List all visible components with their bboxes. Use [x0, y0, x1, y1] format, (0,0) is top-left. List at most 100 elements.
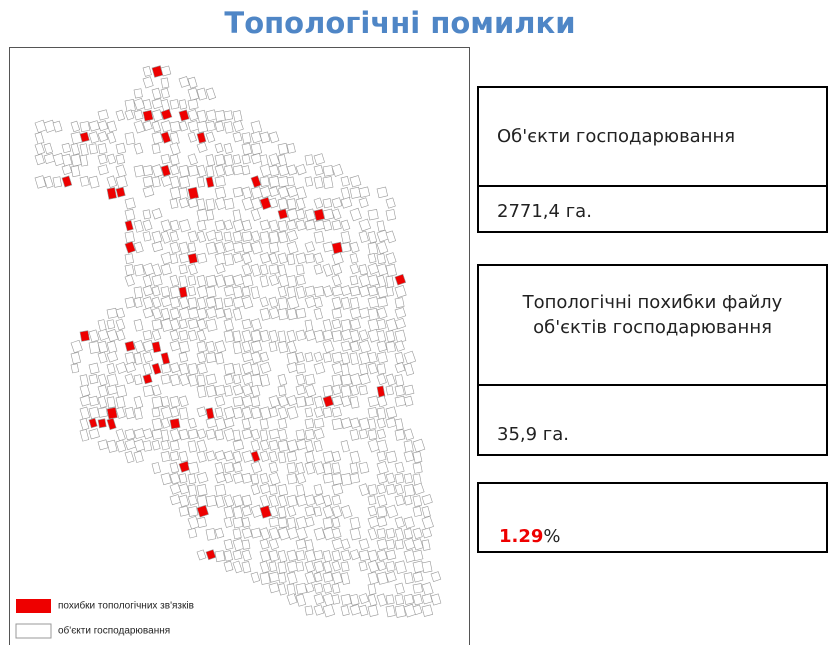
parcel: [125, 132, 135, 144]
parcel: [350, 330, 360, 342]
parcel: [404, 594, 414, 604]
parcel: [395, 307, 406, 318]
parcel: [242, 297, 253, 309]
parcel: [368, 363, 378, 374]
parcel: [134, 242, 143, 253]
parcel: [89, 330, 99, 342]
parcel: [278, 452, 286, 463]
parcel: [215, 165, 225, 177]
parcel: [278, 164, 289, 176]
parcel: [188, 506, 198, 516]
parcel: [314, 154, 325, 165]
parcel: [242, 166, 250, 175]
parcel: [188, 528, 197, 538]
parcel: [413, 572, 423, 582]
parcel: [359, 462, 369, 473]
parcel: [323, 550, 332, 562]
parcel: [143, 275, 152, 287]
parcel: [377, 221, 385, 232]
parcel: [332, 308, 342, 318]
parcel: [233, 165, 243, 175]
parcel: [386, 264, 397, 276]
parcel: [44, 153, 55, 163]
parcel: [395, 595, 404, 605]
error-parcel: [89, 418, 97, 428]
error-parcel: [80, 331, 90, 342]
parcel: [314, 308, 323, 319]
parcel: [215, 263, 225, 273]
parcel: [341, 562, 349, 572]
parcel: [350, 253, 358, 263]
parcel: [98, 374, 107, 386]
parcel: [116, 396, 125, 408]
parcel: [368, 253, 376, 263]
parcel: [305, 408, 313, 417]
parcel: [305, 606, 313, 615]
parcel: [215, 176, 225, 186]
parcel: [368, 430, 377, 440]
parcel: [332, 561, 341, 571]
parcel: [323, 583, 332, 593]
parcel: [251, 461, 262, 473]
parcel: [296, 550, 305, 560]
legend-swatch-errors: [16, 599, 51, 613]
parcel: [377, 374, 386, 385]
parcel: [161, 418, 170, 428]
parcel: [242, 495, 252, 506]
parcel: [269, 583, 279, 593]
parcel: [215, 143, 223, 153]
parcel: [242, 187, 252, 199]
error-parcel: [143, 374, 152, 384]
parcel: [242, 264, 252, 276]
parcel: [242, 231, 252, 241]
parcel: [242, 155, 250, 164]
parcel: [350, 385, 359, 395]
parcel: [287, 296, 299, 309]
parcel: [125, 374, 134, 384]
parcel: [170, 99, 179, 109]
parcel: [242, 540, 250, 550]
parcel: [170, 330, 179, 340]
parcel: [62, 165, 72, 175]
error-parcel: [260, 197, 271, 209]
parcel: [107, 132, 116, 143]
parcel: [296, 187, 306, 200]
parcel: [314, 198, 323, 208]
panel: Об'єкти господарювання 2771,4 га.: [477, 86, 828, 233]
parcel: [368, 209, 378, 220]
parcel: [215, 154, 225, 165]
error-parcel: [188, 253, 198, 263]
parcel: [188, 298, 197, 309]
parcel: [224, 330, 234, 342]
panel-label: Топологічні похибки файлу об'єктів госпо…: [479, 266, 826, 384]
parcel: [197, 220, 206, 231]
parcel: [89, 121, 100, 132]
parcel: [314, 418, 324, 428]
parcel: [233, 155, 241, 164]
parcel: [269, 307, 280, 318]
parcel: [269, 395, 280, 407]
parcel: [386, 528, 395, 538]
parcel: [413, 506, 422, 516]
parcel: [98, 329, 109, 340]
parcel: [233, 529, 241, 539]
parcel: [287, 506, 296, 517]
parcel: [89, 429, 99, 439]
parcel: [314, 165, 323, 175]
parcel: [98, 131, 108, 141]
ratio-value: 1.29: [499, 526, 543, 547]
parcel: [188, 495, 198, 506]
parcel: [215, 275, 225, 288]
parcel: [143, 232, 151, 242]
parcel: [422, 540, 430, 551]
parcel: [233, 274, 244, 285]
parcel: [134, 451, 143, 462]
parcel: [224, 495, 234, 507]
parcel: [251, 287, 260, 299]
parcel: [134, 143, 143, 154]
parcel: [242, 143, 252, 155]
map: похибки топологічних зв'язків об'єкти го…: [9, 47, 470, 645]
parcel: [89, 374, 98, 384]
parcel: [233, 297, 244, 308]
parcel: [161, 374, 170, 384]
